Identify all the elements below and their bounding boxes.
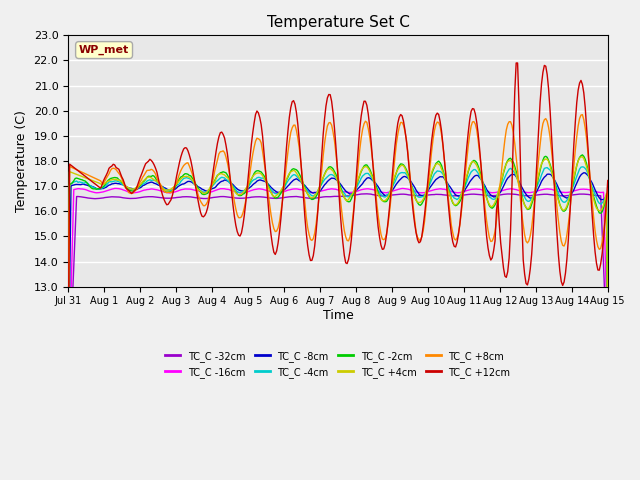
Text: WP_met: WP_met	[79, 45, 129, 55]
Legend: TC_C -32cm, TC_C -16cm, TC_C -8cm, TC_C -4cm, TC_C -2cm, TC_C +4cm, TC_C +8cm, T: TC_C -32cm, TC_C -16cm, TC_C -8cm, TC_C …	[161, 347, 515, 382]
Title: Temperature Set C: Temperature Set C	[266, 15, 410, 30]
X-axis label: Time: Time	[323, 309, 353, 322]
Y-axis label: Temperature (C): Temperature (C)	[15, 110, 28, 212]
